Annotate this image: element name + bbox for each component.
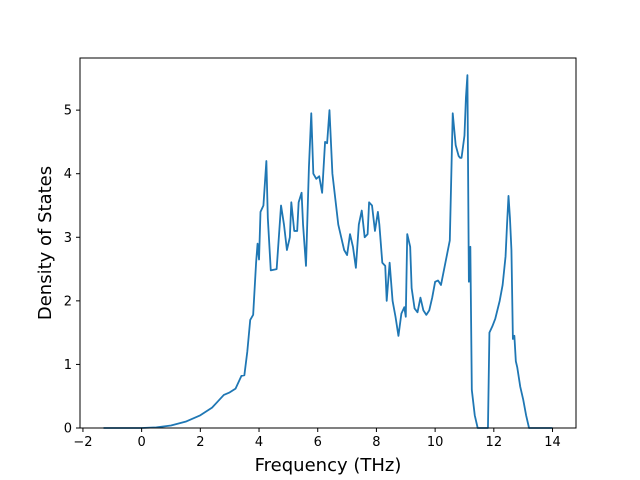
x-tick-label: 14 <box>544 435 561 450</box>
series-line-0 <box>103 74 553 429</box>
y-tick-label: 1 <box>64 358 72 373</box>
x-tick-label: 4 <box>255 435 263 450</box>
y-tick-label: 4 <box>64 167 72 182</box>
x-tick-label: −2 <box>73 435 92 450</box>
y-tick-label: 2 <box>64 294 72 309</box>
x-tick-label: 10 <box>427 435 444 450</box>
y-tick-label: 3 <box>64 231 72 246</box>
x-tick-label: 8 <box>372 435 380 450</box>
y-tick-label: 0 <box>64 422 72 437</box>
x-ticks: −2 0 2 4 6 8 10 12 14 <box>73 428 561 450</box>
y-tick-label: 5 <box>64 104 72 119</box>
x-tick-label: 2 <box>196 435 204 450</box>
series-layer <box>103 74 553 429</box>
x-tick-label: 12 <box>486 435 503 450</box>
x-axis-label: Frequency (THz) <box>255 455 402 476</box>
plot-area <box>80 58 576 428</box>
y-ticks: 0 1 2 3 4 5 <box>64 104 80 437</box>
x-tick-label: 6 <box>314 435 322 450</box>
plot-frame <box>79 57 577 429</box>
x-tick-label: 0 <box>137 435 145 450</box>
y-axis-label: Density of States <box>35 166 56 320</box>
